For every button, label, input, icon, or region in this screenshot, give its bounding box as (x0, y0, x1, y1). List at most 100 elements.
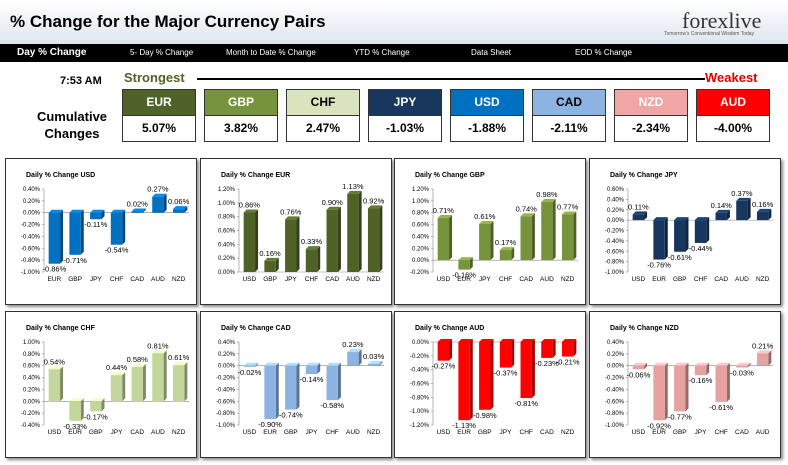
x-category-label: EUR (652, 276, 666, 283)
currency-code: AUD (696, 89, 770, 116)
bar-side (449, 215, 453, 261)
y-tick-label: 0.00% (412, 258, 430, 264)
bar-chart: Daily % Change USD 0.40% 0.20% 0.00% -0.20% -… (21, 172, 190, 283)
data-label: -0.14% (300, 375, 324, 384)
x-category-label: CHF (326, 429, 339, 436)
tab-month-to-date[interactable]: Month to Date % Change (226, 48, 316, 57)
x-category-label: EUR (652, 429, 666, 436)
bar-side (255, 362, 259, 367)
bar-chf (694, 217, 710, 243)
bar-top (715, 209, 730, 213)
y-tick-label: 0.40% (23, 187, 41, 193)
bar-top (172, 362, 188, 366)
bar-top (736, 197, 751, 201)
bar-face (69, 401, 81, 421)
chart-title: Daily % Change USD (26, 172, 95, 179)
bar-chf (326, 362, 341, 401)
y-tick-label: -0.20% (410, 270, 430, 276)
bar-face (48, 369, 61, 402)
bar-side (275, 362, 279, 420)
bar-top (756, 208, 772, 212)
bar-top (541, 339, 556, 342)
bar-cad (520, 213, 535, 261)
x-category-label: JPY (500, 429, 513, 436)
bar-side (163, 350, 167, 402)
tab-ytd[interactable]: YTD % Change (354, 48, 410, 57)
tab-data-sheet[interactable]: Data Sheet (471, 48, 512, 57)
y-tick-label: -1.00% (605, 270, 625, 276)
currency-box-eur: EUR 5.07% (122, 89, 196, 142)
currency-cumulative-value: -4.00% (696, 116, 770, 142)
bar-side (552, 199, 556, 261)
chart-panel-3: Daily % Change GBP 1.20% 1.00% 0.80% 0.60% 0.… (394, 158, 586, 305)
bar-top (367, 360, 383, 364)
forexlive-logo: forexlive Tomorrow's Conventional Wisdom… (652, 6, 777, 40)
data-label: 0.71% (433, 206, 455, 215)
tab-eod-change[interactable]: EOD % Change (575, 48, 632, 57)
y-tick-label: -0.40% (216, 387, 236, 393)
x-category-label: CAD (519, 276, 533, 283)
bar-face (305, 365, 318, 375)
currency-box-cad: CAD -2.11% (532, 89, 606, 142)
bar-face (131, 211, 143, 213)
data-label: 0.37% (731, 189, 753, 198)
bar-face (674, 365, 686, 412)
bar-top (632, 211, 648, 215)
bar-top (736, 362, 751, 366)
data-label: -0.77% (668, 412, 692, 421)
bar-face (561, 342, 574, 357)
bar-aud (152, 193, 167, 213)
currency-cumulative-value: 3.82% (204, 116, 278, 142)
data-label: 0.06% (168, 197, 190, 206)
y-tick-label: -1.00% (410, 409, 430, 415)
bar-gbp (90, 398, 105, 412)
bar-face (437, 218, 450, 261)
bar-usd (437, 339, 453, 361)
bar-side (296, 216, 300, 272)
bar-top (541, 199, 556, 203)
data-label: -1.13% (452, 421, 476, 430)
bar-cad (715, 209, 730, 221)
data-label: -0.44% (689, 244, 713, 253)
bar-top (131, 208, 146, 212)
data-label: -0.27% (431, 362, 455, 371)
bar-side (142, 363, 146, 402)
data-label: 0.27% (147, 185, 169, 194)
bar-face (499, 342, 512, 368)
tab-day-change[interactable]: Day % Change (17, 47, 87, 58)
chart-panel-2: Daily % Change EUR 1.20% 1.00% 0.80% 0.60% 0.… (200, 158, 392, 305)
bar-side (685, 362, 689, 412)
data-label: 0.54% (44, 357, 66, 366)
bar-top (305, 246, 321, 250)
bar-cad (326, 206, 341, 272)
bar-face (437, 342, 450, 361)
data-label: -0.54% (105, 246, 129, 255)
bar-face (110, 375, 123, 402)
x-category-label: JPY (90, 276, 103, 283)
bar-side (747, 197, 751, 221)
y-tick-label: 0.80% (218, 215, 236, 221)
bar-cad (541, 339, 556, 358)
x-category-label: NZD (367, 276, 381, 283)
bar-chf (305, 246, 321, 272)
y-tick-label: 0.00% (23, 399, 41, 405)
bar-chart: Daily % Change GBP 1.20% 1.00% 0.80% 0.60% 0.… (410, 172, 579, 283)
bar-side (726, 362, 730, 402)
x-category-label: EUR (263, 429, 277, 436)
x-category-label: NZD (172, 429, 186, 436)
data-label: 0.74% (516, 204, 538, 213)
x-category-label: CHF (305, 276, 318, 283)
currency-cumulative-value: -1.88% (450, 116, 524, 142)
y-tick-label: 0.00% (218, 270, 236, 276)
y-tick-label: 0.00% (607, 364, 625, 370)
bar-face (541, 202, 553, 261)
bar-top (48, 366, 64, 370)
bar-usd (632, 362, 648, 370)
bar-top (458, 257, 473, 261)
bar-face (479, 342, 491, 410)
bar-face (48, 212, 61, 264)
tab-5-day-change[interactable]: 5- Day % Change (130, 48, 194, 57)
y-tick-label: -0.40% (605, 239, 625, 245)
bar-top (90, 398, 105, 402)
bar-face (243, 212, 256, 272)
